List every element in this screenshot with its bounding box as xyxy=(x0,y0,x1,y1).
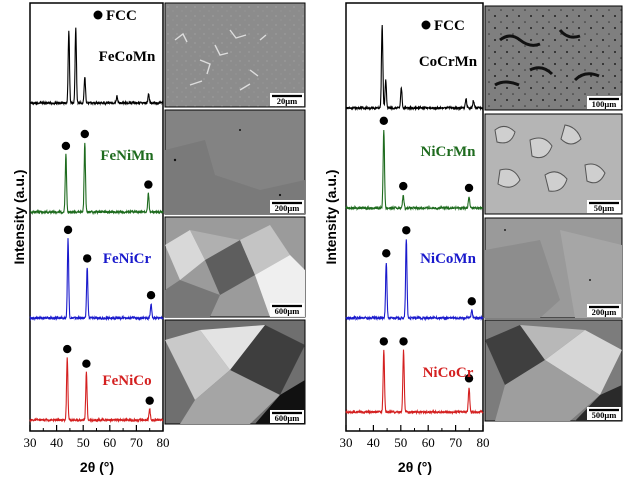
xrd-line-nicocr xyxy=(345,349,484,416)
xrd-line-nicomn xyxy=(345,239,484,322)
series-label: NiCoCr xyxy=(423,365,474,381)
series-nicocr: NiCoCr xyxy=(345,337,484,416)
micrograph-fenicr xyxy=(164,216,306,318)
fcc-marker xyxy=(379,337,389,346)
fcc-legend-label: FCC xyxy=(106,8,137,24)
x-tick-label: 70 xyxy=(130,435,143,450)
fcc-marker xyxy=(399,337,408,346)
x-tick-label: 80 xyxy=(157,435,170,450)
fcc-marker xyxy=(63,225,73,235)
fcc-legend: FCC xyxy=(93,8,137,24)
series-nicrmn: NiCrMn xyxy=(345,116,484,212)
right-xrd-curves: FCC CoCrMn NiCrMn NiCoMn NiCoCr xyxy=(345,18,484,416)
series-fenico: FeNiCo xyxy=(29,344,164,424)
scale-bar-label: 500μm xyxy=(592,410,617,420)
scale-bar: 200μm xyxy=(270,200,304,213)
scale-bar-label: 100μm xyxy=(592,99,617,109)
fcc-marker xyxy=(82,254,92,263)
scale-bar-label: 50μm xyxy=(594,203,614,213)
series-fenimn: FeNiMn xyxy=(29,129,164,216)
scale-bar: 600μm xyxy=(270,303,304,316)
micrograph-fenimn xyxy=(164,109,306,215)
fcc-marker xyxy=(464,183,474,193)
right-x-axis: 30 40 50 60 70 80 xyxy=(340,425,490,450)
x-tick-label: 40 xyxy=(50,435,63,450)
xrd-line-fecomn xyxy=(29,27,164,107)
series-label: NiCoMn xyxy=(420,251,476,267)
x-tick-label: 60 xyxy=(103,435,116,450)
scale-bar-label: 600μm xyxy=(275,413,300,423)
fcc-legend: FCC xyxy=(421,18,465,34)
scale-bar: 500μm xyxy=(587,407,621,420)
series-nicomn: NiCoMn xyxy=(345,226,484,322)
left-panel: FCC FeCoMn FeNiMn FeNiCr FeNiCo 30 40 50 60 70 80… xyxy=(11,2,306,475)
x-tick-label: 50 xyxy=(394,435,407,450)
fcc-marker xyxy=(379,116,389,126)
xrd-line-cocrmn xyxy=(345,24,484,112)
fcc-marker xyxy=(63,344,72,354)
xrd-line-nicrmn xyxy=(345,129,484,212)
fcc-marker xyxy=(82,359,91,368)
series-label: FeNiCr xyxy=(103,251,152,267)
series-fenicr: FeNiCr xyxy=(29,225,164,322)
fcc-legend-label: FCC xyxy=(434,18,465,34)
series-fecomn: FeCoMn xyxy=(29,27,164,107)
left-xrd-curves: FCC FeCoMn FeNiMn FeNiCr FeNiCo xyxy=(29,8,164,424)
micrograph-nicocr xyxy=(484,319,623,422)
xrd-line-fenicr xyxy=(29,238,164,322)
scale-bar: 50μm xyxy=(587,200,621,213)
micrograph-nicomn xyxy=(484,217,623,319)
fcc-marker xyxy=(382,249,391,258)
fcc-marker xyxy=(399,181,408,191)
fcc-marker xyxy=(80,129,89,139)
x-tick-label: 60 xyxy=(422,435,435,450)
scale-bar-label: 200μm xyxy=(592,307,617,317)
x-tick-label: 30 xyxy=(340,435,353,450)
scale-bar: 200μm xyxy=(587,304,621,317)
fcc-legend-marker xyxy=(421,20,431,30)
x-tick-label: 50 xyxy=(77,435,90,450)
fcc-marker xyxy=(61,141,71,151)
series-label: CoCrMn xyxy=(419,54,478,70)
series-label: NiCrMn xyxy=(421,144,477,160)
fcc-marker xyxy=(145,396,154,405)
series-cocrmn: CoCrMn xyxy=(345,24,484,112)
left-x-axis: 30 40 50 60 70 80 xyxy=(24,425,170,450)
fcc-marker xyxy=(146,291,156,300)
scale-bar: 600μm xyxy=(270,410,304,423)
micrograph-fenico xyxy=(164,319,306,425)
micrograph-fecomn xyxy=(164,2,306,108)
micrograph-nicrmn xyxy=(484,113,623,215)
series-label: FeCoMn xyxy=(99,49,156,65)
scale-bar-label: 20μm xyxy=(277,96,297,106)
right-panel: FCC CoCrMn NiCrMn NiCoMn NiCoCr 30 40 50 60 70 80… xyxy=(323,2,623,475)
fcc-marker xyxy=(402,226,411,235)
x-tick-label: 40 xyxy=(367,435,380,450)
fcc-marker xyxy=(144,180,153,189)
x-tick-label: 70 xyxy=(449,435,462,450)
x-tick-label: 30 xyxy=(24,435,37,450)
scale-bar: 100μm xyxy=(587,96,621,109)
xrd-line-fenimn xyxy=(29,142,164,216)
left-y-axis-label: Intensity (a.u.) xyxy=(11,170,27,265)
scale-bar: 20μm xyxy=(270,93,304,106)
fcc-marker xyxy=(467,297,476,306)
left-x-axis-label: 2θ (°) xyxy=(80,459,114,475)
micrograph-cocrmn xyxy=(484,5,623,111)
series-label: FeNiCo xyxy=(102,373,151,389)
series-label: FeNiMn xyxy=(100,148,154,164)
scale-bar-label: 200μm xyxy=(275,203,300,213)
x-tick-label: 80 xyxy=(477,435,490,450)
fcc-marker xyxy=(464,374,474,383)
fcc-legend-marker xyxy=(93,10,103,20)
right-x-axis-label: 2θ (°) xyxy=(398,459,432,475)
xrd-line-fenico xyxy=(29,357,164,424)
left-plot-frame xyxy=(29,2,164,432)
scale-bar-label: 600μm xyxy=(275,306,300,316)
right-y-axis-label: Intensity (a.u.) xyxy=(323,170,339,265)
